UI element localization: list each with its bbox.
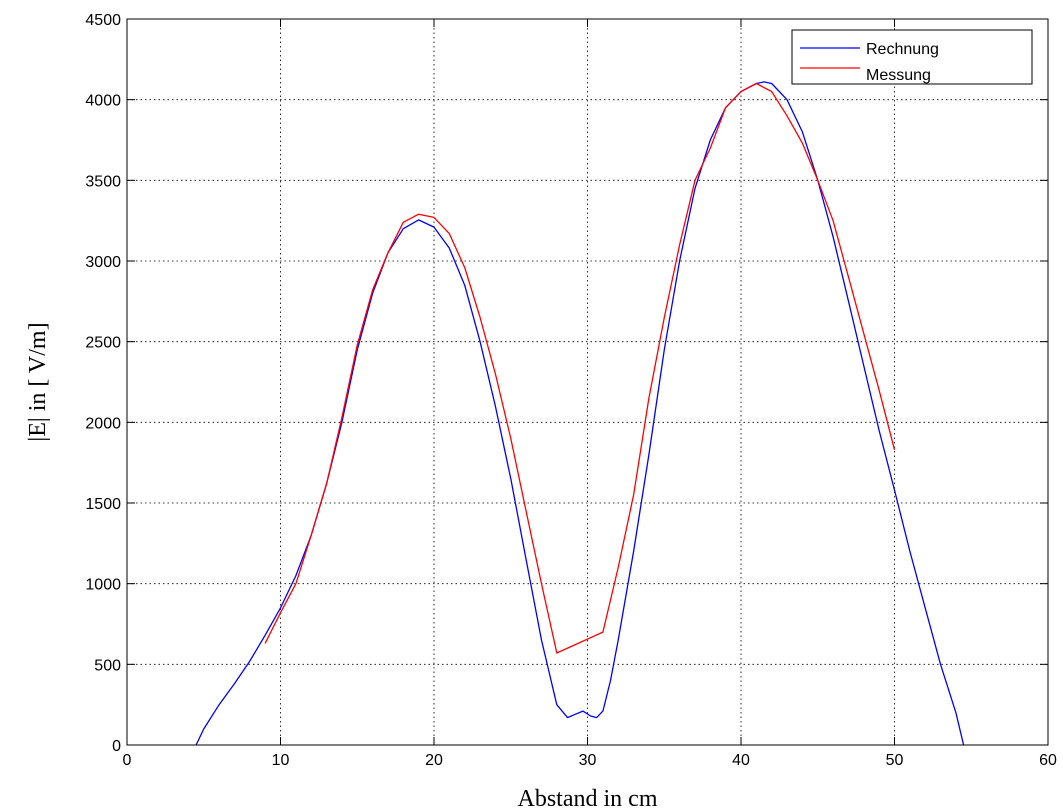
y-tick-label: 3500 — [85, 173, 121, 190]
x-tick-label: 20 — [425, 752, 443, 769]
x-tick-label: 60 — [1039, 752, 1057, 769]
x-axis-title: Abstand in cm — [518, 786, 658, 811]
y-tick-label: 2500 — [85, 335, 121, 352]
grid-lines — [127, 19, 1048, 745]
legend-label-messung: Messung — [866, 67, 931, 84]
plot-background — [127, 19, 1048, 745]
x-tick-label: 40 — [732, 752, 750, 769]
y-tick-label: 4000 — [85, 93, 121, 110]
x-tick-label: 30 — [579, 752, 597, 769]
series-line-messung — [264, 82, 896, 654]
x-tick-label: 0 — [123, 752, 132, 769]
legend-box — [791, 29, 1033, 85]
legend-label-rechnung: Rechnung — [866, 41, 939, 58]
y-tick-label: 0 — [112, 738, 121, 755]
tick-labels: 0 10 20 30 40 50 60 0 500 1000 1500 2000 2500 3000 350… — [85, 12, 1057, 769]
y-tick-label: 1000 — [85, 577, 121, 594]
axis-ticks — [126, 18, 1049, 746]
y-tick-label: 500 — [94, 657, 121, 674]
x-tick-label: 10 — [272, 752, 290, 769]
y-tick-label: 1500 — [85, 496, 121, 513]
y-tick-label: 3000 — [85, 254, 121, 271]
x-tick-label: 50 — [886, 752, 904, 769]
y-tick-label: 2000 — [85, 415, 121, 432]
series-layer — [195, 81, 965, 746]
y-tick-label: 4500 — [85, 12, 121, 29]
y-axis-title: |E| in [ V/m] — [25, 322, 51, 441]
legend: Rechnung Messung — [791, 29, 1033, 85]
